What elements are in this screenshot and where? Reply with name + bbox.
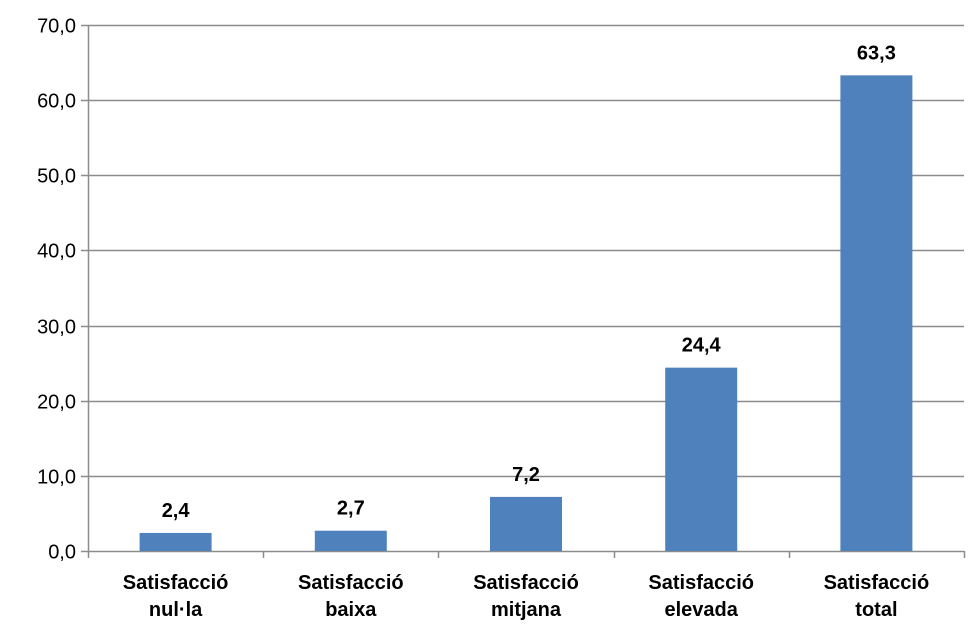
x-category-label: mitjana (491, 599, 562, 621)
bar (314, 530, 387, 551)
x-category-label: nul·la (149, 599, 203, 621)
data-label: 2,4 (162, 500, 191, 522)
x-category-label: Satisfacció (123, 572, 229, 594)
axes (81, 24, 966, 558)
x-category-label: baixa (325, 599, 377, 621)
y-tick-label: 30,0 (37, 317, 76, 339)
y-tick-label: 10,0 (37, 467, 76, 489)
data-label: 2,7 (337, 498, 365, 520)
y-tick-label: 0,0 (48, 542, 76, 564)
x-category-label: Satisfacció (824, 572, 930, 594)
y-tick-label: 20,0 (37, 392, 76, 414)
x-category-label: Satisfacció (298, 572, 404, 594)
bar (665, 367, 738, 551)
data-label: 63,3 (857, 42, 896, 64)
x-category-label: total (855, 599, 897, 621)
data-label: 7,2 (512, 464, 540, 486)
x-category-label: elevada (665, 599, 739, 621)
bar (490, 496, 562, 551)
y-tick-label: 40,0 (37, 241, 76, 263)
y-tick-label: 60,0 (37, 91, 76, 113)
labels: 0,0 10,0 20,0 30,0 40,0 50,0 60,0 70,0 2,4 Satisf… (37, 16, 929, 622)
bar (840, 75, 913, 552)
bars (139, 75, 913, 552)
x-category-label: Satisfacció (473, 572, 579, 594)
gridlines (88, 24, 964, 478)
bar (139, 532, 212, 551)
x-category-label: Satisfacció (648, 572, 754, 594)
y-tick-label: 70,0 (37, 16, 76, 38)
y-tick-label: 50,0 (37, 166, 76, 188)
data-label: 24,4 (682, 335, 722, 357)
